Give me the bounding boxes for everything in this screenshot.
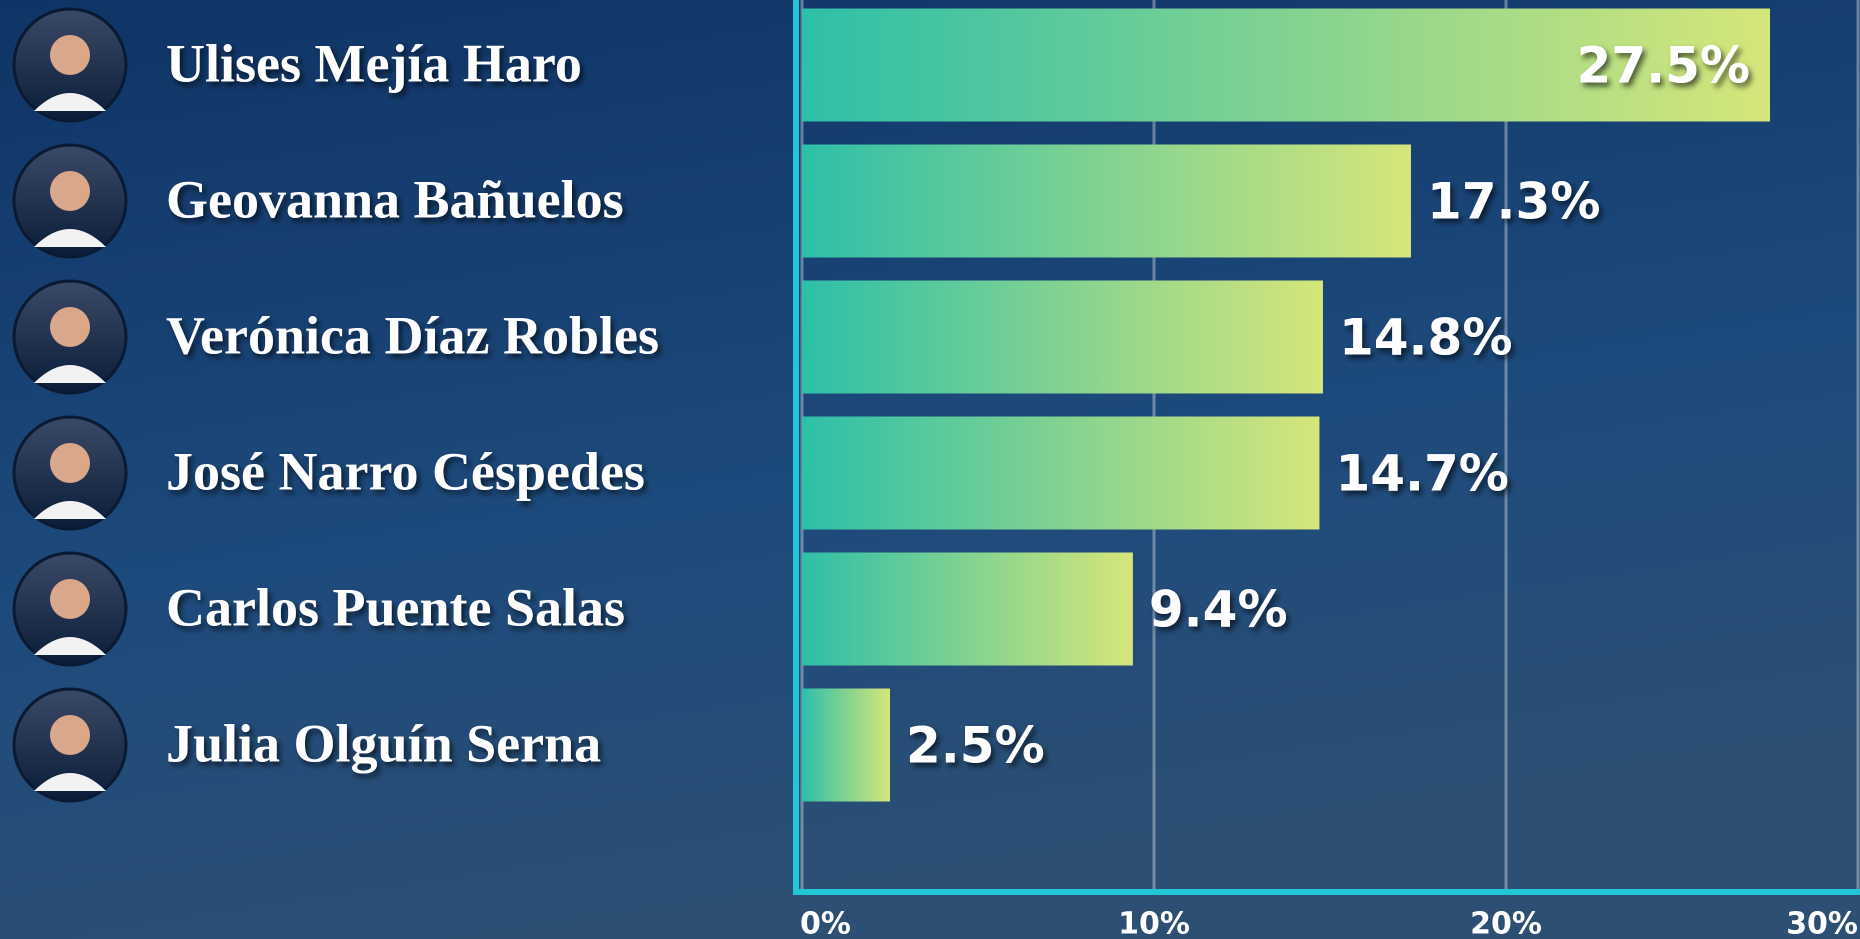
value-label: 17.3% <box>1427 173 1600 231</box>
value-label: 14.7% <box>1335 445 1508 503</box>
value-label: 9.4% <box>1149 581 1288 639</box>
value-label: 14.8% <box>1339 309 1512 367</box>
avatar-head <box>50 443 90 483</box>
avatar-head <box>50 35 90 75</box>
bar <box>802 281 1323 394</box>
category-label: Ulises Mejía Haro <box>166 33 582 93</box>
bar <box>802 417 1319 530</box>
avatar-head <box>50 715 90 755</box>
bar <box>802 689 890 802</box>
bar <box>802 145 1411 258</box>
avatar-head <box>50 579 90 619</box>
bar <box>802 553 1133 666</box>
avatar-head <box>50 307 90 347</box>
x-tick-label: 30% <box>1786 907 1858 939</box>
category-label: Julia Olguín Serna <box>166 713 601 773</box>
avatar-head <box>50 171 90 211</box>
category-label: Geovanna Bañuelos <box>166 169 624 229</box>
value-label: 27.5% <box>1577 37 1750 95</box>
category-label: José Narro Céspedes <box>166 441 645 501</box>
category-label: Carlos Puente Salas <box>166 577 625 637</box>
category-label: Verónica Díaz Robles <box>166 305 659 365</box>
chart: 0% 10% 20% 30% Ulises Mejía Haro 27.5% Geovann… <box>0 0 1860 939</box>
x-tick-label: 0% <box>800 907 851 939</box>
x-tick-label: 10% <box>1118 907 1190 939</box>
page: 0% 10% 20% 30% Ulises Mejía Haro 27.5% Geovann… <box>0 0 1860 939</box>
value-label: 2.5% <box>906 717 1045 775</box>
x-tick-label: 20% <box>1470 907 1542 939</box>
